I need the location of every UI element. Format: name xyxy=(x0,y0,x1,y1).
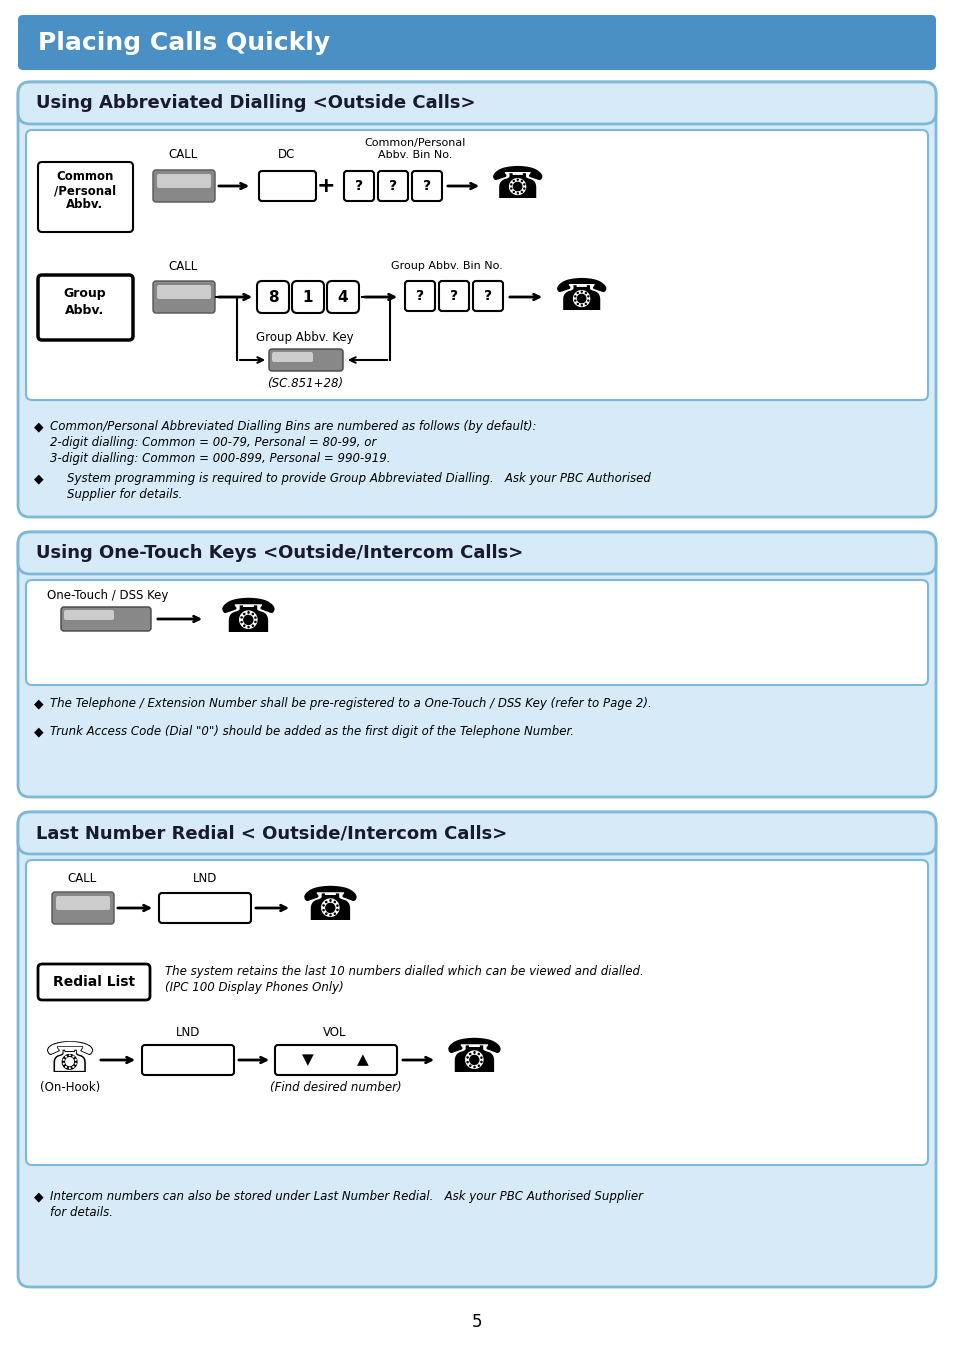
Text: Group Abbv. Bin No.: Group Abbv. Bin No. xyxy=(391,261,502,270)
FancyBboxPatch shape xyxy=(405,281,435,311)
Text: The Telephone / Extension Number shall be pre-registered to a One-Touch / DSS Ke: The Telephone / Extension Number shall b… xyxy=(50,698,651,710)
Text: Placing Calls Quickly: Placing Calls Quickly xyxy=(38,31,330,55)
FancyBboxPatch shape xyxy=(412,170,441,201)
FancyBboxPatch shape xyxy=(157,285,211,299)
Text: ?: ? xyxy=(416,289,424,303)
Text: Using Abbreviated Dialling <Outside Calls>: Using Abbreviated Dialling <Outside Call… xyxy=(36,95,475,112)
Text: ☎: ☎ xyxy=(444,1037,503,1083)
Text: Using One-Touch Keys <Outside/Intercom Calls>: Using One-Touch Keys <Outside/Intercom C… xyxy=(36,544,522,562)
Text: CALL: CALL xyxy=(168,147,197,161)
Text: Abbv.: Abbv. xyxy=(66,303,105,316)
FancyBboxPatch shape xyxy=(438,281,469,311)
FancyBboxPatch shape xyxy=(18,531,935,575)
Text: Abbv. Bin No.: Abbv. Bin No. xyxy=(377,150,452,160)
Text: ◆: ◆ xyxy=(34,472,44,485)
FancyBboxPatch shape xyxy=(56,896,110,910)
FancyBboxPatch shape xyxy=(377,170,408,201)
FancyBboxPatch shape xyxy=(26,860,927,1165)
Text: Common/Personal Abbreviated Dialling Bins are numbered as follows (by default):: Common/Personal Abbreviated Dialling Bin… xyxy=(50,420,536,433)
FancyBboxPatch shape xyxy=(274,1045,396,1075)
FancyBboxPatch shape xyxy=(38,964,150,1000)
FancyBboxPatch shape xyxy=(18,813,935,1287)
FancyBboxPatch shape xyxy=(157,174,211,188)
Text: ◆: ◆ xyxy=(34,698,44,710)
Text: ◆: ◆ xyxy=(34,420,44,433)
FancyBboxPatch shape xyxy=(64,610,113,621)
Text: 5: 5 xyxy=(471,1313,482,1330)
Text: DC: DC xyxy=(278,147,295,161)
Text: Supplier for details.: Supplier for details. xyxy=(67,488,182,502)
Text: ?: ? xyxy=(450,289,457,303)
Text: Last Number Redial < Outside/Intercom Calls>: Last Number Redial < Outside/Intercom Ca… xyxy=(36,823,507,842)
Text: VOL: VOL xyxy=(323,1026,346,1038)
Text: +: + xyxy=(316,176,335,196)
FancyBboxPatch shape xyxy=(18,15,935,70)
Text: ▲: ▲ xyxy=(356,1052,369,1068)
Text: Common: Common xyxy=(56,170,113,184)
FancyBboxPatch shape xyxy=(256,281,289,314)
FancyBboxPatch shape xyxy=(152,170,214,201)
FancyBboxPatch shape xyxy=(272,352,313,362)
FancyBboxPatch shape xyxy=(327,281,358,314)
Text: ?: ? xyxy=(483,289,492,303)
Text: Group Abbv. Key: Group Abbv. Key xyxy=(256,331,354,345)
Text: One-Touch / DSS Key: One-Touch / DSS Key xyxy=(48,588,169,602)
Text: 4: 4 xyxy=(337,289,348,304)
Text: ?: ? xyxy=(389,178,396,193)
FancyBboxPatch shape xyxy=(38,274,132,339)
Text: 2-digit dialling: Common = 00-79, Personal = 80-99, or: 2-digit dialling: Common = 00-79, Person… xyxy=(50,435,376,449)
FancyBboxPatch shape xyxy=(52,892,113,923)
Text: ◆: ◆ xyxy=(34,1190,44,1203)
Text: 1: 1 xyxy=(302,289,313,304)
Text: (IPC 100 Display Phones Only): (IPC 100 Display Phones Only) xyxy=(165,982,343,995)
FancyBboxPatch shape xyxy=(292,281,324,314)
Text: LND: LND xyxy=(175,1026,200,1040)
Text: ☎: ☎ xyxy=(490,165,545,207)
Text: CALL: CALL xyxy=(68,872,96,886)
Text: ◆: ◆ xyxy=(34,725,44,738)
Text: CALL: CALL xyxy=(168,260,197,273)
FancyBboxPatch shape xyxy=(26,580,927,685)
Text: System programming is required to provide Group Abbreviated Dialling.   Ask your: System programming is required to provid… xyxy=(67,472,650,485)
Text: ?: ? xyxy=(355,178,363,193)
Text: Common/Personal: Common/Personal xyxy=(364,138,465,147)
Text: (Find desired number): (Find desired number) xyxy=(270,1082,401,1095)
Text: (SC.851+28): (SC.851+28) xyxy=(267,376,343,389)
Text: Intercom numbers can also be stored under Last Number Redial.   Ask your PBC Aut: Intercom numbers can also be stored unde… xyxy=(50,1190,642,1203)
Text: 8: 8 xyxy=(268,289,278,304)
Text: /Personal: /Personal xyxy=(54,184,116,197)
Text: 3-digit dialling: Common = 000-899, Personal = 990-919.: 3-digit dialling: Common = 000-899, Pers… xyxy=(50,452,390,465)
Text: Abbv.: Abbv. xyxy=(67,199,104,211)
FancyBboxPatch shape xyxy=(18,813,935,854)
FancyBboxPatch shape xyxy=(61,607,151,631)
FancyBboxPatch shape xyxy=(344,170,374,201)
Text: Trunk Access Code (Dial "0") should be added as the first digit of the Telephone: Trunk Access Code (Dial "0") should be a… xyxy=(50,725,574,738)
FancyBboxPatch shape xyxy=(159,894,251,923)
Text: ☎: ☎ xyxy=(218,596,277,641)
FancyBboxPatch shape xyxy=(473,281,502,311)
Text: LND: LND xyxy=(193,872,217,886)
FancyBboxPatch shape xyxy=(269,349,343,370)
FancyBboxPatch shape xyxy=(142,1045,233,1075)
Text: for details.: for details. xyxy=(50,1206,112,1220)
FancyBboxPatch shape xyxy=(26,130,927,400)
Text: ▼: ▼ xyxy=(302,1052,314,1068)
FancyBboxPatch shape xyxy=(152,281,214,314)
Text: ?: ? xyxy=(422,178,431,193)
Text: ☎: ☎ xyxy=(554,276,609,319)
FancyBboxPatch shape xyxy=(18,531,935,796)
Text: ☏: ☏ xyxy=(44,1038,96,1082)
FancyBboxPatch shape xyxy=(38,162,132,233)
Text: Group: Group xyxy=(64,288,106,300)
Text: (On-Hook): (On-Hook) xyxy=(40,1082,100,1095)
FancyBboxPatch shape xyxy=(18,82,935,124)
Text: The system retains the last 10 numbers dialled which can be viewed and dialled.: The system retains the last 10 numbers d… xyxy=(165,965,643,979)
FancyBboxPatch shape xyxy=(258,170,315,201)
FancyBboxPatch shape xyxy=(18,82,935,516)
Text: ☎: ☎ xyxy=(300,886,359,930)
Text: Redial List: Redial List xyxy=(52,975,135,990)
